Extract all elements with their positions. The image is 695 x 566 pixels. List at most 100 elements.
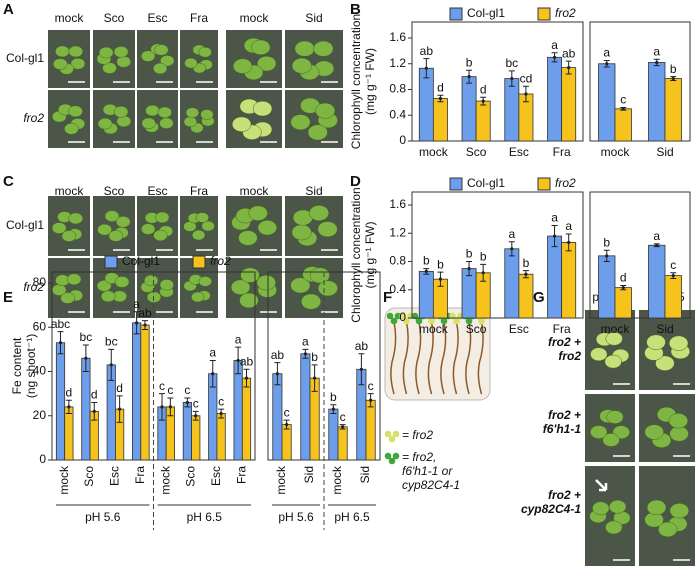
leaf bbox=[61, 230, 77, 242]
plant bbox=[478, 317, 485, 325]
point bbox=[552, 55, 557, 59]
plot-frame bbox=[411, 21, 584, 142]
x-tick-label: mock bbox=[601, 322, 631, 336]
legend-swatch bbox=[537, 7, 551, 21]
bar bbox=[504, 248, 520, 319]
bar bbox=[241, 377, 252, 461]
significance-letter: a bbox=[551, 211, 558, 225]
leaf bbox=[668, 335, 689, 351]
bar bbox=[191, 415, 201, 461]
leaf bbox=[51, 284, 67, 296]
leaf bbox=[70, 57, 86, 70]
plant bbox=[390, 317, 398, 325]
leaf bbox=[160, 55, 175, 67]
y-axis-label: Chlorophyll concentration bbox=[349, 187, 363, 322]
leaf bbox=[64, 122, 79, 135]
point bbox=[313, 376, 317, 380]
point bbox=[621, 286, 625, 290]
plant bbox=[386, 312, 394, 320]
point bbox=[424, 269, 428, 273]
leaf bbox=[606, 410, 624, 424]
leaf bbox=[113, 106, 129, 118]
y-tick-label: 0 bbox=[399, 133, 406, 147]
x-tick-label: Fra bbox=[234, 466, 248, 484]
leaf bbox=[309, 205, 330, 221]
bar bbox=[598, 63, 616, 142]
point bbox=[219, 411, 223, 416]
plant bbox=[384, 430, 392, 438]
row-label: Col-gl1 bbox=[6, 51, 44, 65]
root bbox=[452, 321, 459, 395]
significance-letter: c bbox=[284, 405, 290, 419]
leaf bbox=[159, 279, 174, 291]
x-tick-label: Sco bbox=[184, 466, 198, 487]
column-label: Esc bbox=[147, 184, 167, 198]
bar bbox=[518, 273, 534, 319]
x-tick-label: mock bbox=[419, 145, 449, 159]
leaf bbox=[294, 40, 315, 57]
row-label: fro2 bbox=[23, 280, 44, 294]
x-tick-label: mock bbox=[330, 465, 344, 495]
significance-letter: c bbox=[159, 379, 165, 393]
legend-swatch bbox=[537, 177, 551, 191]
root bbox=[440, 321, 447, 395]
leaf bbox=[257, 220, 277, 236]
legend-label: Col-gl1 bbox=[467, 176, 505, 190]
leaf bbox=[140, 50, 156, 62]
point bbox=[194, 414, 198, 418]
bar bbox=[461, 76, 477, 142]
significance-letter: c bbox=[167, 383, 173, 397]
bar bbox=[598, 255, 616, 319]
significance-letter: a bbox=[235, 332, 242, 346]
significance-letter: b bbox=[466, 247, 473, 261]
point bbox=[481, 99, 485, 103]
legend-label: fro2 bbox=[555, 176, 576, 190]
significance-letter: b bbox=[437, 257, 444, 271]
legend-swatch bbox=[449, 7, 463, 21]
x-tick-label: Sco bbox=[466, 322, 487, 336]
leaf bbox=[238, 230, 258, 246]
leaf bbox=[116, 115, 132, 128]
leaf bbox=[240, 267, 260, 283]
significance-letter: a bbox=[508, 227, 515, 241]
leaf bbox=[68, 212, 84, 225]
bar bbox=[365, 399, 376, 461]
leaf bbox=[646, 499, 667, 516]
point bbox=[671, 76, 675, 81]
plot-frame bbox=[589, 21, 691, 142]
y-tick-label: 0 bbox=[399, 310, 406, 324]
leaf bbox=[590, 425, 608, 439]
leaf bbox=[145, 104, 160, 117]
bar bbox=[614, 287, 632, 319]
significance-letter: d bbox=[620, 271, 627, 285]
point bbox=[524, 272, 528, 276]
bar bbox=[418, 67, 434, 142]
x-tick-label: mock bbox=[57, 465, 71, 495]
point bbox=[510, 76, 514, 81]
plant bbox=[415, 317, 423, 325]
leaf bbox=[116, 56, 131, 68]
leaf bbox=[60, 292, 75, 304]
significance-letter: b bbox=[670, 62, 677, 76]
significance-letter: a bbox=[603, 46, 610, 60]
y-tick-label: 1.2 bbox=[389, 56, 406, 70]
significance-letter: a bbox=[551, 38, 558, 52]
leaf bbox=[317, 280, 338, 297]
panel-label: C bbox=[3, 173, 14, 190]
significance-letter: a bbox=[302, 335, 309, 349]
bar bbox=[547, 56, 563, 142]
point bbox=[605, 62, 609, 66]
significance-letter: d bbox=[437, 80, 444, 94]
leaf bbox=[68, 105, 83, 118]
bar bbox=[140, 324, 150, 461]
leaf bbox=[291, 57, 312, 74]
plot-frame bbox=[589, 191, 691, 319]
root bbox=[477, 321, 484, 395]
x-tick-label: Sco bbox=[466, 145, 487, 159]
significance-letter: b bbox=[311, 350, 318, 364]
leaf bbox=[113, 46, 129, 58]
significance-letter: a bbox=[565, 219, 572, 233]
leaf bbox=[184, 57, 198, 69]
group-label: pH 6.5 bbox=[187, 510, 223, 524]
